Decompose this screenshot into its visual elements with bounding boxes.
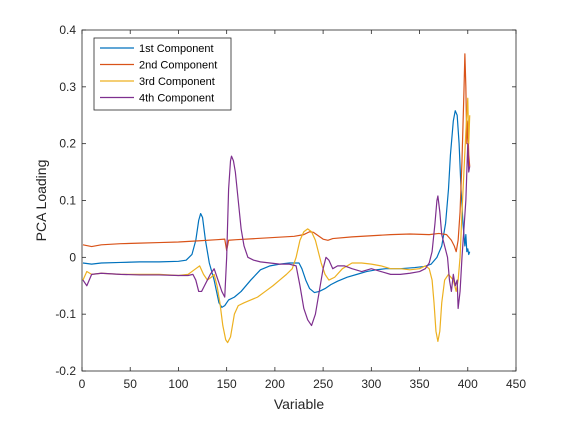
x-tick-label: 150 <box>217 377 237 391</box>
x-tick-label: 400 <box>458 377 478 391</box>
x-tick-label: 0 <box>79 377 86 391</box>
y-tick-label: 0.1 <box>59 194 76 208</box>
x-tick-label: 450 <box>506 377 526 391</box>
x-tick-label: 200 <box>265 377 285 391</box>
series-layer <box>82 53 471 344</box>
y-tick-label: -0.1 <box>55 307 76 321</box>
ticks-layer: 0 50 100 150 200 250 300 350 400 450 -0.2 -0.1 0 0.1 0… <box>55 23 526 391</box>
x-axis-label: Variable <box>274 396 325 412</box>
legend: 1st Component 2nd Component 3rd Component 4… <box>93 37 232 111</box>
x-tick-label: 100 <box>168 377 188 391</box>
y-tick-label: 0.4 <box>59 23 76 37</box>
legend-label-4: 4th Component <box>139 93 214 105</box>
legend-label-3: 3rd Component <box>139 76 215 88</box>
y-tick-label: -0.2 <box>55 364 76 378</box>
series-line-4 <box>82 143 471 327</box>
x-tick-label: 300 <box>361 377 381 391</box>
series-line-3 <box>82 97 471 344</box>
y-axis-label: PCA Loading <box>33 160 49 242</box>
legend-label-2: 2nd Component <box>139 60 217 72</box>
x-tick-label: 50 <box>124 377 138 391</box>
y-tick-label: 0.2 <box>59 137 76 151</box>
y-tick-label: 0.3 <box>59 80 76 94</box>
legend-label-1: 1st Component <box>139 43 214 55</box>
y-tick-label: 0 <box>69 250 76 264</box>
x-tick-label: 250 <box>313 377 333 391</box>
series-line-2 <box>82 53 471 253</box>
series-line-1 <box>82 110 471 308</box>
x-tick-label: 350 <box>410 377 430 391</box>
